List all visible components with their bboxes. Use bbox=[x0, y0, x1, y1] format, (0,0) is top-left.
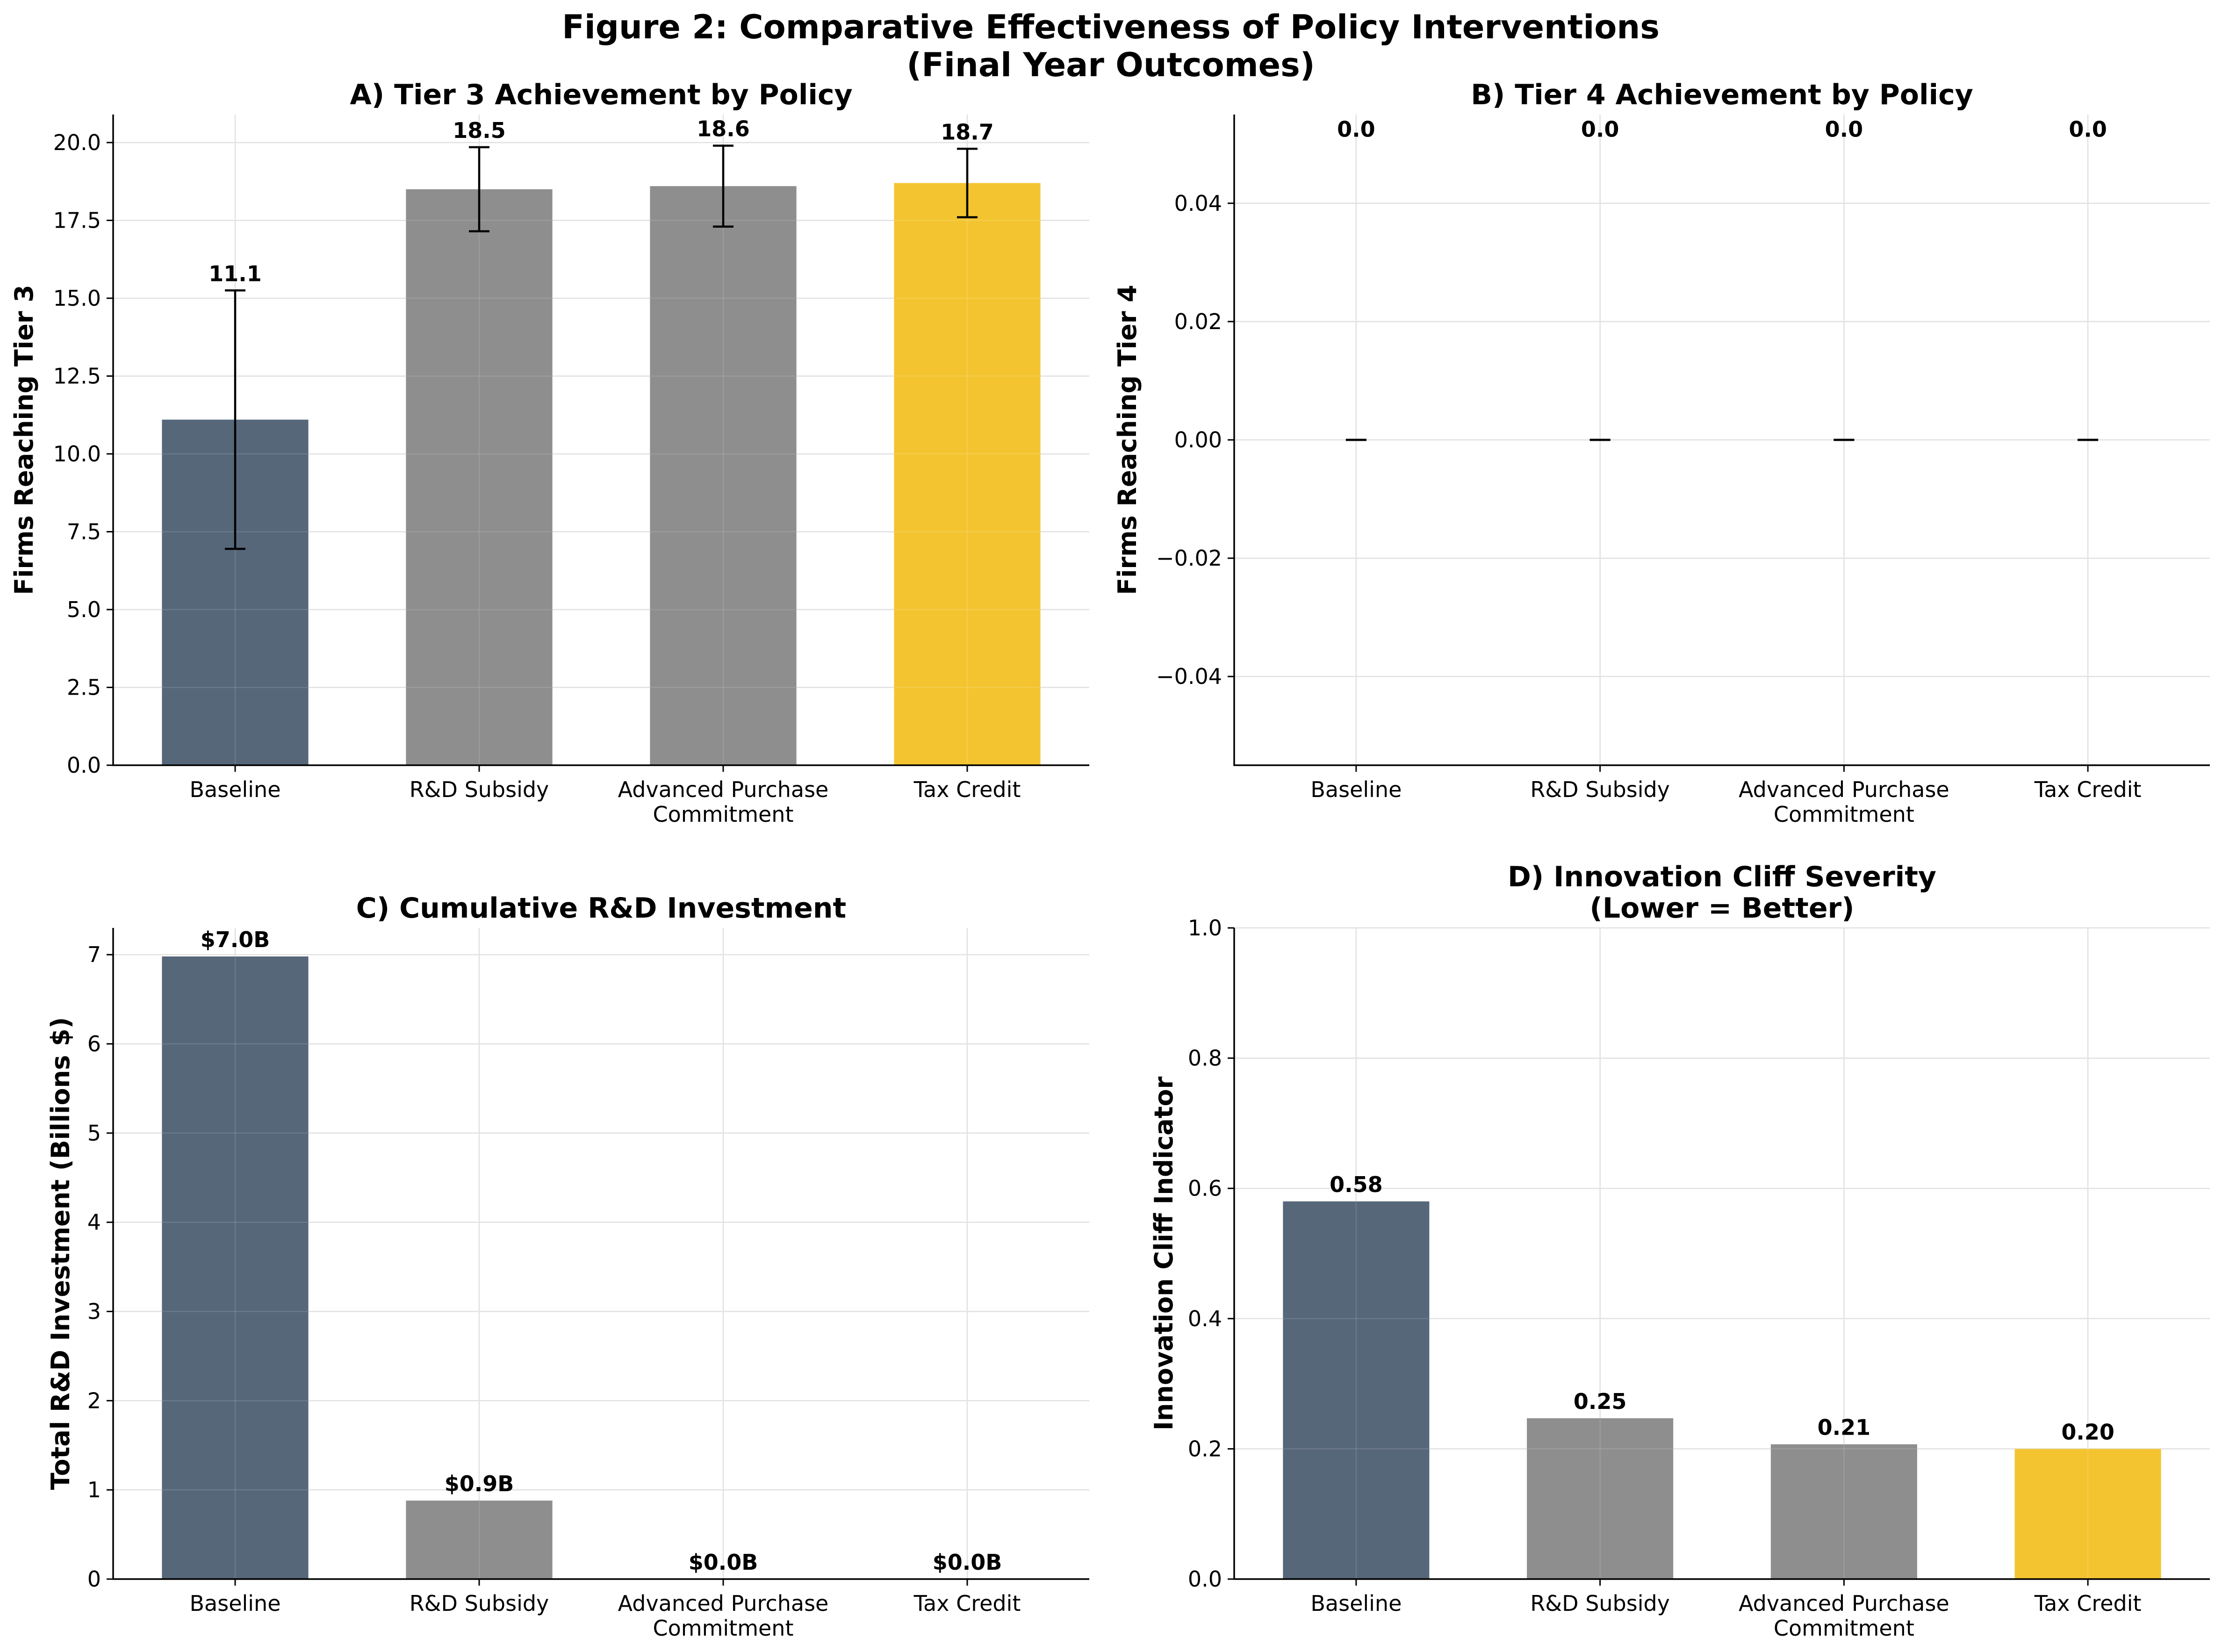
panels: 11.118.5 18.6 18.70.02.55.07.510.012.515.0… bbox=[9, 79, 2210, 1641]
panel-d-xtick-label: Commitment bbox=[1774, 1616, 1914, 1641]
panel-c-xtick-label: R&D Subsidy bbox=[410, 1591, 549, 1616]
panel-d-xtick-label: R&D Subsidy bbox=[1530, 1591, 1670, 1616]
panel-c-value-label: $0.0B bbox=[689, 1550, 758, 1575]
panel-c-ytick-label: 4 bbox=[87, 1210, 101, 1235]
panel-a-xtick-label: Advanced Purchase bbox=[618, 777, 829, 802]
panel-d-ytick-label: 0.6 bbox=[1188, 1176, 1222, 1201]
panel-a-ytick-label: 15.0 bbox=[53, 286, 101, 311]
panel-a-ylabel: Firms Reaching Tier 3 bbox=[9, 285, 39, 595]
panel-b-xtick-label: R&D Subsidy bbox=[1530, 777, 1670, 802]
panel-a-bar bbox=[894, 183, 1041, 765]
panel-b-ytick-label: −0.02 bbox=[1156, 546, 1222, 571]
panel-a-ytick-label: 10.0 bbox=[53, 441, 101, 467]
panel-c-xtick-label: Commitment bbox=[653, 1616, 794, 1641]
panel-d-bar bbox=[1283, 1201, 1430, 1579]
panel-c: $7.0B $0.9B $0.0B $0.0B 0 1 2 3 4 5 6 7 Baseline R&D … bbox=[46, 892, 1089, 1641]
panel-c-bar bbox=[162, 956, 309, 1579]
panel-a-title: A) Tier 3 Achievement by Policy bbox=[350, 79, 852, 111]
panel-b-ylabel: Firms Reaching Tier 4 bbox=[1113, 285, 1142, 595]
panel-a-ytick-label: 5.0 bbox=[67, 597, 101, 622]
panel-b: 0.0 0.0 0.0 0.0 −0.04 −0.02 0.00 0.02 0.04 Baseli… bbox=[1113, 79, 2210, 827]
panel-c-ytick-label: 5 bbox=[87, 1120, 101, 1146]
panel-c-ytick-label: 2 bbox=[87, 1388, 101, 1413]
panel-c-value-label: $7.0B bbox=[201, 927, 270, 952]
panel-a-value-label: 18.5 bbox=[453, 118, 506, 143]
panel-a-bar bbox=[650, 186, 797, 765]
panel-d-ytick-label: 0.4 bbox=[1188, 1306, 1222, 1331]
panel-c-ytick-label: 7 bbox=[87, 942, 101, 967]
panel-a-bar bbox=[406, 189, 553, 765]
panel-a: 11.1 18.5 18.6 18.7 0.0 2.5 5.0 7.5 10.0 12.5 15.0… bbox=[9, 79, 1089, 827]
panel-b-value-label: 0.0 bbox=[2069, 117, 2107, 142]
panel-d-ytick-label: 1.0 bbox=[1188, 915, 1222, 941]
panel-b-xtick-label: Advanced Purchase bbox=[1739, 777, 1949, 802]
panel-a-ytick-label: 0.0 bbox=[67, 753, 101, 778]
panel-d-xtick-label: Advanced Purchase bbox=[1739, 1591, 1949, 1616]
panel-a-xtick-label: Baseline bbox=[189, 777, 280, 802]
panel-d-value-label: 0.21 bbox=[1818, 1415, 1871, 1440]
panel-a-value-label: 11.1 bbox=[209, 261, 262, 286]
panel-b-value-label: 0.0 bbox=[1581, 117, 1619, 142]
figure-title-line1: Figure 2: Comparative Effectiveness of P… bbox=[562, 8, 1660, 46]
panel-c-value-label: $0.9B bbox=[445, 1471, 514, 1496]
panel-c-xtick-label: Tax Credit bbox=[913, 1591, 1021, 1616]
panel-a-value-label: 18.6 bbox=[697, 116, 750, 142]
panel-d-xtick-label: Tax Credit bbox=[2034, 1591, 2142, 1616]
panel-b-ytick-label: −0.04 bbox=[1156, 664, 1222, 689]
panel-d-ytick-label: 0.8 bbox=[1188, 1046, 1222, 1071]
panel-c-xtick-label: Baseline bbox=[189, 1591, 280, 1616]
panel-a-xtick-label: Tax Credit bbox=[913, 777, 1021, 802]
panel-d-value-label: 0.20 bbox=[2061, 1419, 2114, 1444]
panel-a-xtick-label: R&D Subsidy bbox=[410, 777, 549, 802]
panel-b-xtick-label: Commitment bbox=[1774, 802, 1914, 827]
panel-d-value-label: 0.58 bbox=[1330, 1172, 1383, 1197]
panel-c-ytick-label: 6 bbox=[87, 1031, 101, 1056]
panel-d-bar bbox=[2014, 1449, 2161, 1579]
panel-d-bar bbox=[1527, 1418, 1674, 1579]
panel-d-bar bbox=[1770, 1444, 1917, 1579]
panel-c-value-label: $0.0B bbox=[933, 1550, 1002, 1575]
panel-c-ytick-label: 3 bbox=[87, 1299, 101, 1324]
panel-a-value-label: 18.7 bbox=[941, 119, 994, 144]
panel-a-ytick-label: 12.5 bbox=[53, 363, 101, 388]
panel-d-xtick-label: Baseline bbox=[1310, 1591, 1402, 1616]
panel-b-xtick-label: Baseline bbox=[1310, 777, 1402, 802]
panel-c-xtick-label: Advanced Purchase bbox=[618, 1591, 829, 1616]
panel-b-xtick-label: Tax Credit bbox=[2034, 777, 2142, 802]
panel-d-title: D) Innovation Cliff Severity bbox=[1508, 861, 1936, 893]
panel-c-ylabel: Total R&D Investment (Billions $) bbox=[46, 1017, 75, 1490]
panel-c-ytick-label: 1 bbox=[87, 1477, 101, 1502]
panel-a-ytick-label: 17.5 bbox=[53, 208, 101, 233]
panel-c-bar bbox=[406, 1501, 553, 1579]
panel-b-ytick-label: 0.04 bbox=[1174, 191, 1222, 216]
panel-b-value-label: 0.0 bbox=[1337, 117, 1375, 142]
panel-a-ytick-label: 20.0 bbox=[53, 130, 101, 155]
panel-a-ytick-label: 2.5 bbox=[67, 675, 101, 700]
panel-d-value-label: 0.25 bbox=[1574, 1389, 1627, 1414]
panel-b-ytick-label: 0.00 bbox=[1174, 427, 1222, 453]
panel-d-ytick-label: 0.0 bbox=[1188, 1566, 1222, 1592]
panel-b-value-label: 0.0 bbox=[1825, 117, 1863, 142]
panel-d-title: (Lower = Better) bbox=[1589, 892, 1854, 925]
panel-c-title: C) Cumulative R&D Investment bbox=[356, 892, 846, 925]
panel-a-ytick-label: 7.5 bbox=[67, 519, 101, 544]
panel-b-title: B) Tier 4 Achievement by Policy bbox=[1471, 79, 1973, 111]
panel-d-ylabel: Innovation Cliff Indicator bbox=[1149, 1076, 1179, 1430]
figure-title-line2: (Final Year Outcomes) bbox=[906, 46, 1315, 84]
panel-d: 0.58 0.25 0.21 0.20 0.0 0.2 0.4 0.6 0.8 1.0 Baseli… bbox=[1149, 861, 2210, 1641]
panel-c-ytick-label: 0 bbox=[87, 1566, 101, 1592]
panel-d-ytick-label: 0.2 bbox=[1188, 1436, 1222, 1461]
panel-a-xtick-label: Commitment bbox=[653, 802, 794, 827]
panel-b-ytick-label: 0.02 bbox=[1174, 309, 1222, 334]
